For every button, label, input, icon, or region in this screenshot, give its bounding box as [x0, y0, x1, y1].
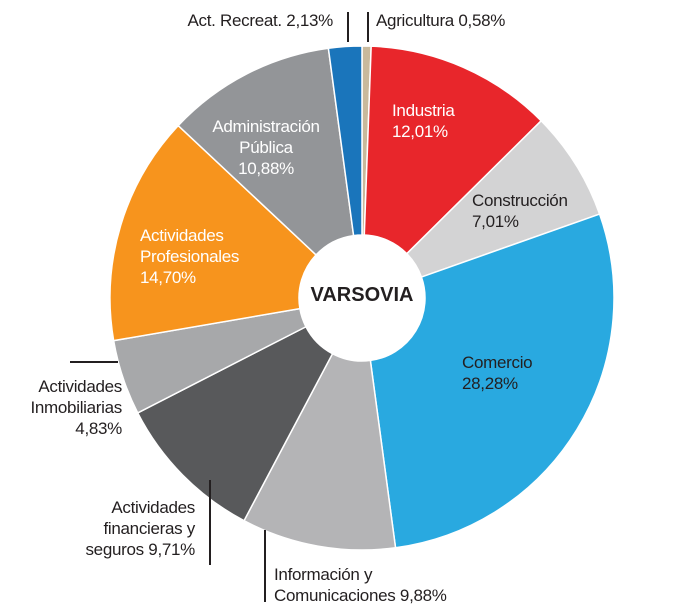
category-name: Comercio [462, 353, 533, 372]
value-label: 14,70% [140, 268, 196, 287]
donut-slice [369, 213, 615, 549]
value-label: 9,71% [148, 540, 195, 559]
value-label: 4,83% [75, 419, 122, 438]
category-name: Actividades financieras y seguros [85, 498, 195, 559]
value-label: 28,28% [462, 374, 518, 393]
value-label: 10,88% [238, 159, 294, 178]
donut-slice [327, 45, 363, 237]
category-name: Act. Recreat. [187, 11, 283, 30]
donut-slice [109, 124, 318, 342]
value-label: 0,58% [458, 11, 506, 30]
slice-label: Actividades financieras y seguros 9,71% [67, 497, 195, 560]
value-label: 9,88% [399, 586, 447, 605]
slice-label: Comercio 28,28% [462, 352, 592, 394]
category-name: Industria [392, 101, 455, 120]
slice-label: Construcción 7,01% [472, 190, 602, 232]
category-name: Información y Comunicaciones [274, 565, 396, 605]
center-label: VARSOVIA [310, 284, 414, 306]
category-name: Construcción [472, 191, 568, 210]
value-label: 2,13% [286, 11, 333, 30]
donut-hole [300, 236, 424, 360]
value-label: 12,01% [392, 122, 448, 141]
value-label: 7,01% [472, 212, 519, 231]
slice-label: Administración Pública 10,88% [188, 116, 344, 179]
slice-label: Información y Comunicaciones 9,88% [274, 564, 489, 605]
donut-slice [136, 325, 334, 522]
category-name: Actividades Profesionales [140, 226, 240, 266]
slice-label: Industria 12,01% [392, 100, 512, 142]
donut-slice [243, 352, 397, 551]
donut-slice [363, 45, 543, 255]
category-name: Actividades Inmobiliarias [30, 377, 122, 417]
category-name: Administración Pública [212, 117, 320, 157]
slice-label: Actividades Inmobiliarias 4,83% [2, 376, 122, 439]
slice-label: Act. Recreat. 2,13% [188, 10, 334, 31]
donut-slice [177, 47, 355, 256]
slice-label: Agricultura 0,58% [376, 10, 505, 31]
category-name: Agricultura [376, 11, 454, 30]
slice-label: Actividades Profesionales 14,70% [140, 225, 280, 288]
